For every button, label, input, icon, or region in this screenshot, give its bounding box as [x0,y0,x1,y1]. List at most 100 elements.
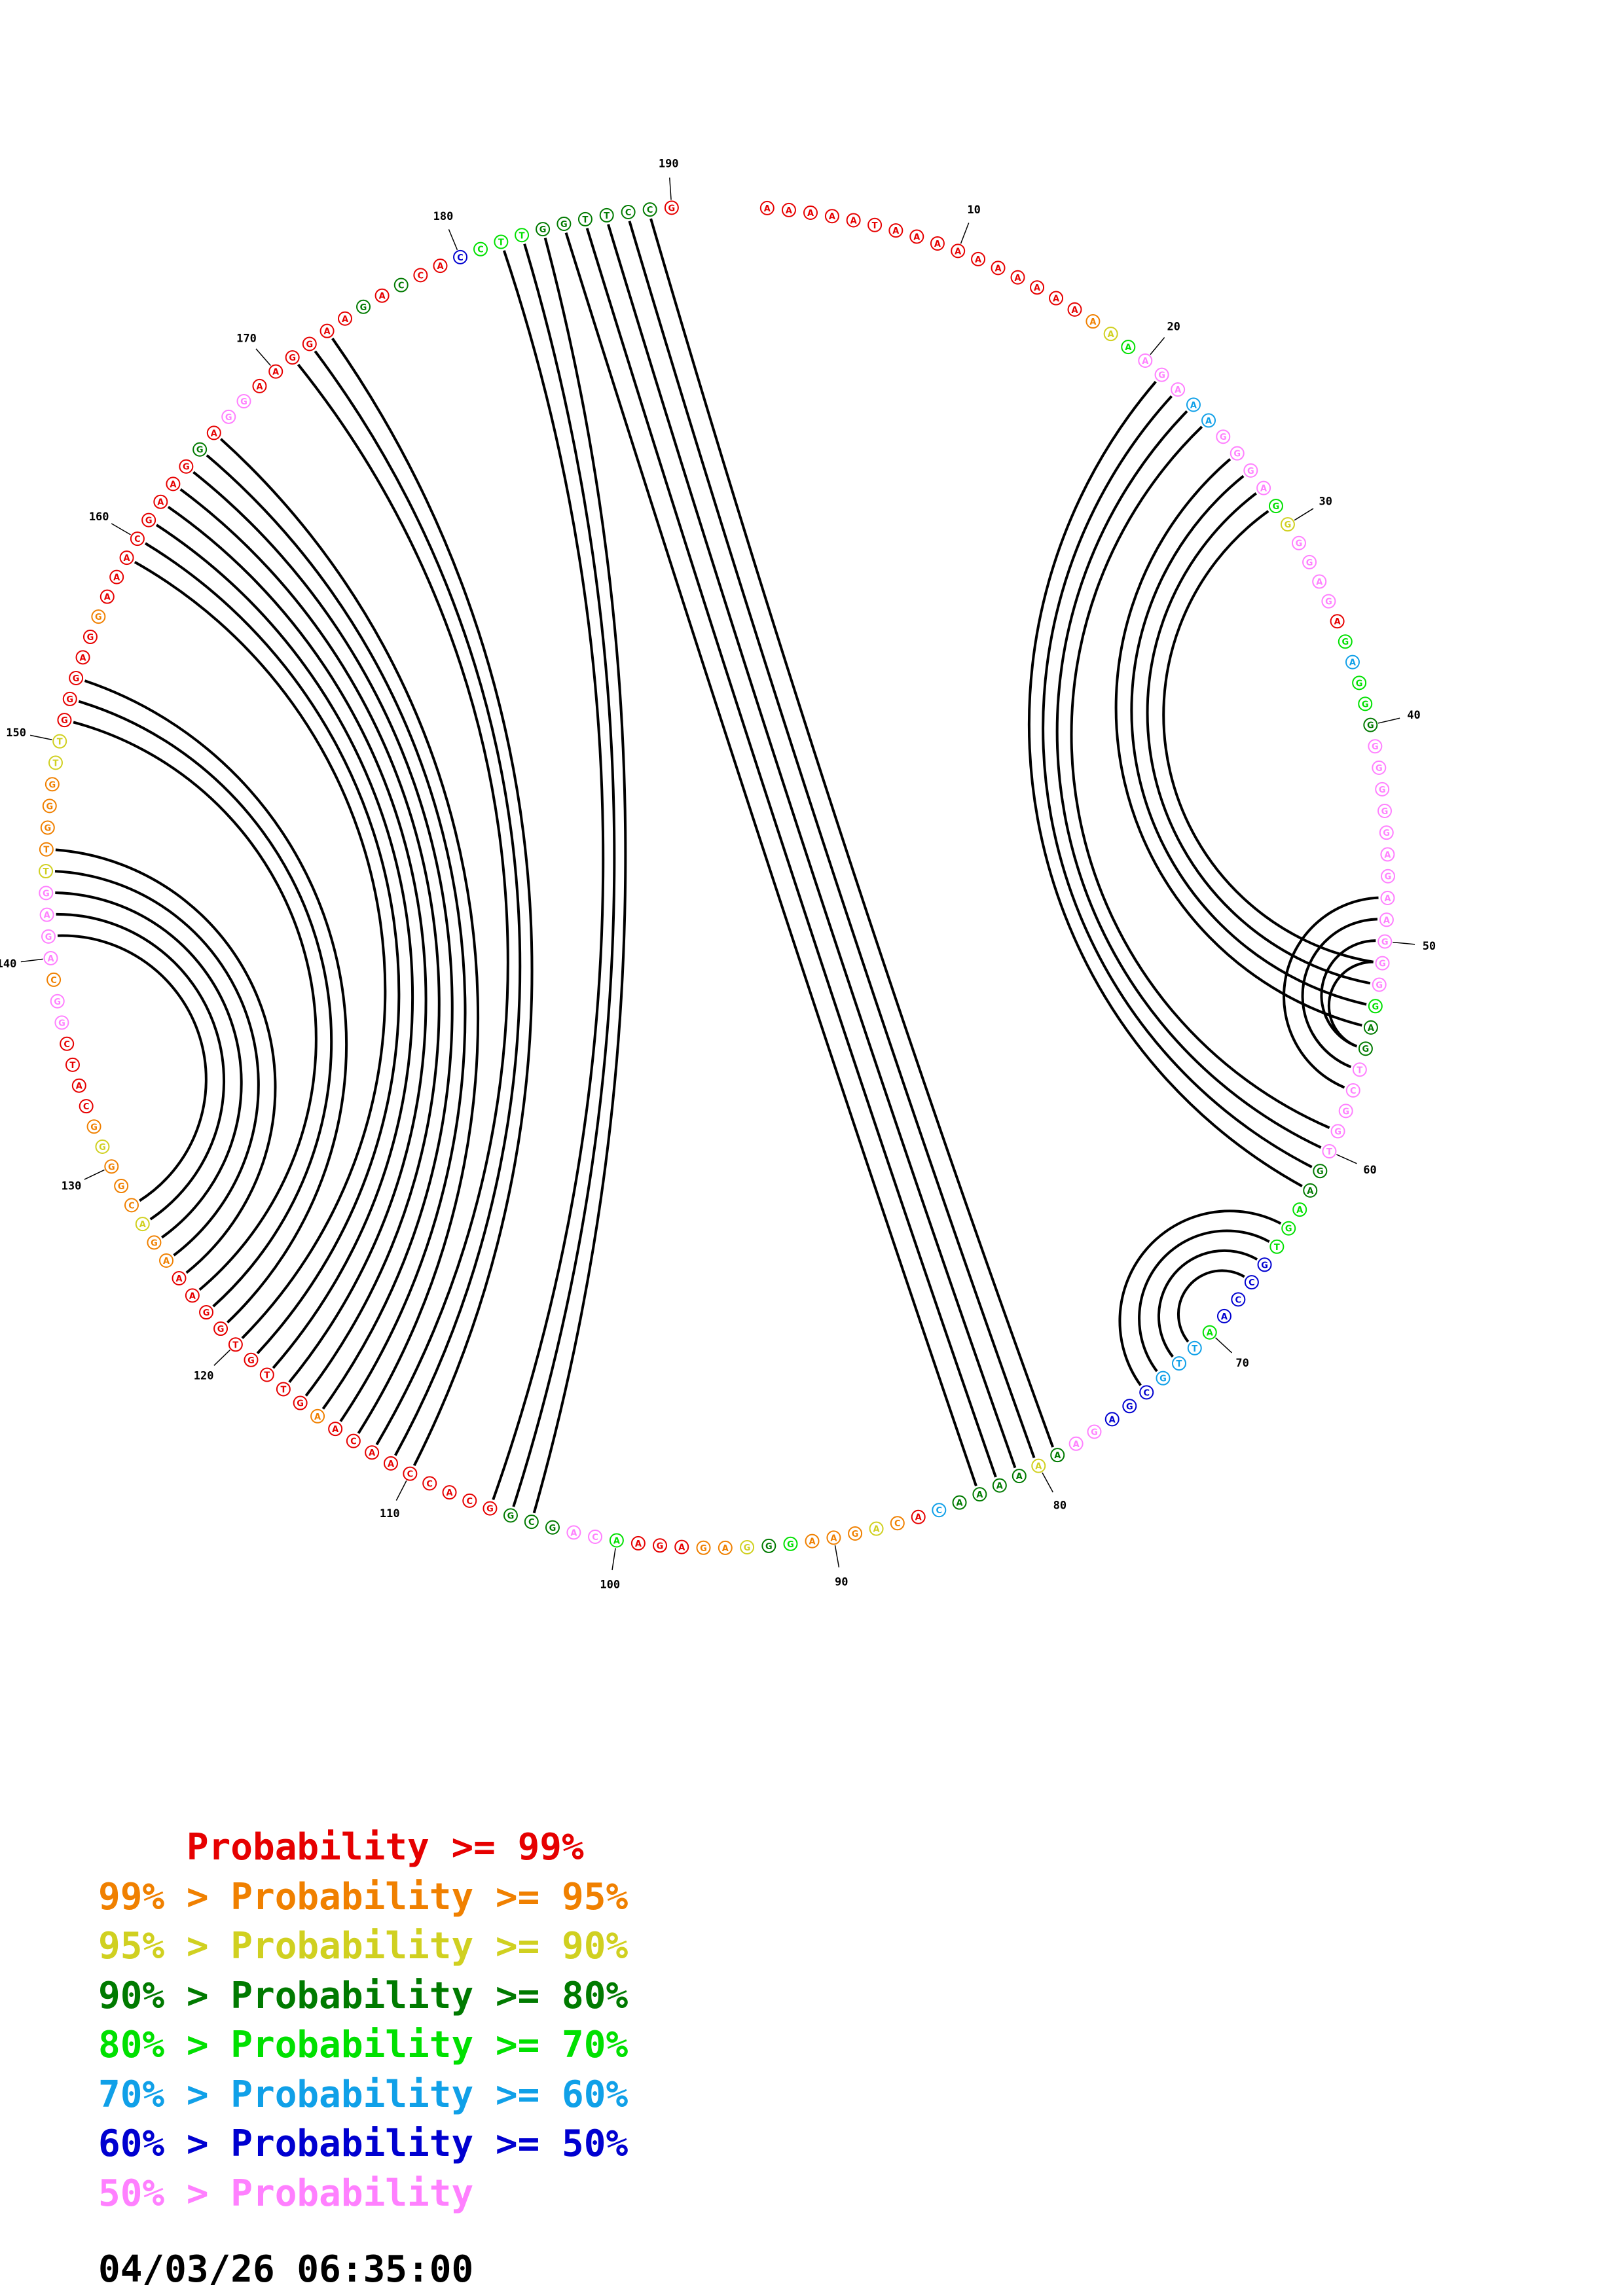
nucleotide: C [1139,1385,1154,1400]
nucleotide: A [172,1270,187,1285]
nucleotide-letter: C [592,1533,598,1543]
nucleotide: A [1104,1412,1120,1427]
nucleotide: A [135,1217,150,1232]
nucleotide: A [383,1456,398,1471]
nucleotide: G [1358,696,1373,711]
base-pair-arc [1176,1269,1245,1343]
nucleotide-circle [696,1540,711,1555]
nucleotide: A [1380,847,1395,862]
nucleotide: A [911,1509,926,1524]
nucleotide: G [1257,1257,1272,1272]
nucleotide: A [971,251,986,266]
nucleotide: A [759,200,775,215]
base-pair-arc [1118,1210,1282,1386]
nucleotide-letter: A [829,212,835,222]
nucleotide: T [39,864,54,879]
nucleotide: A [674,1539,689,1554]
nucleotide-circle [1303,1183,1318,1198]
nucleotide: A [1312,574,1327,589]
nucleotide-circle [1368,739,1383,754]
nucleotide-circle [566,1525,581,1540]
nucleotide-letter: T [53,759,59,768]
nucleotide-circle [422,1476,437,1491]
nucleotide-circle [1338,634,1353,649]
tick-line [1215,1337,1233,1354]
nucleotide-circle [1171,1356,1186,1371]
nucleotide-circle [82,630,98,645]
nucleotide-letter: C [936,1506,943,1516]
legend-entry: 99% > Probability >= 95% [98,1875,629,1918]
nucleotide: C [422,1476,437,1491]
nucleotide-letter: A [437,262,443,272]
nucleotide-circle [1085,314,1101,329]
base-pair-arc [649,218,1055,1448]
nucleotide-circle [846,213,861,228]
nucleotide-letter: A [1383,916,1390,925]
nucleotide-letter: A [892,226,899,236]
nucleotide: G [62,691,77,706]
nucleotide: T [65,1057,80,1072]
nucleotide-letter: T [582,215,588,225]
nucleotide: T [259,1367,274,1382]
nucleotide-circle [147,1235,162,1250]
nucleotide: G [1243,463,1258,478]
nucleotide-circle [674,1539,689,1554]
nucleotide-circle [319,323,335,338]
nucleotide: A [268,364,283,379]
nucleotide-letter: A [786,206,792,216]
nucleotide: G [1358,1041,1373,1056]
nucleotide-letter: C [1249,1278,1255,1288]
nucleotide: G [1363,717,1378,732]
nucleotide-letter: C [894,1519,901,1529]
nucleotide-letter: T [264,1371,270,1381]
base-pair-arc [155,524,414,1369]
nucleotide: A [909,229,924,244]
nucleotide: G [82,630,98,645]
nucleotide-circle [48,755,63,770]
nucleotide: A [1186,397,1201,412]
nucleotide: G [556,216,572,231]
nucleotide: A [109,569,124,584]
nucleotide-circle [285,350,300,365]
nucleotide-letter: G [95,613,102,622]
nucleotide: A [75,650,90,665]
nucleotide-circle [403,1466,418,1481]
nucleotide-letter: G [145,516,153,526]
nucleotide: G [1338,634,1353,649]
nucleotide: A [869,1521,884,1536]
tick-label: 50 [1423,940,1436,953]
nucleotide: A [365,1445,380,1460]
nucleotide-circle [1067,302,1082,317]
nucleotide-letter: A [342,315,348,325]
nucleotide-letter: G [1362,1045,1370,1054]
nucleotide: G [285,350,300,365]
nucleotide: A [718,1540,733,1555]
nucleotide: A [374,288,390,303]
nucleotide: G [91,609,106,624]
nucleotide-circle [630,1535,646,1551]
nucleotide-circle [192,442,208,457]
nucleotide-letter: G [560,220,568,230]
nucleotide: G [86,1119,101,1134]
nucleotide: T [1322,1144,1337,1159]
nucleotide: A [119,550,134,565]
nucleotide-letter: T [519,231,525,241]
nucleotide-circle [276,1382,291,1397]
nucleotide: T [48,755,63,770]
nucleotide: G [1302,554,1317,569]
legend-entry: Probability >= 99% [98,1826,584,1869]
nucleotide-letter: G [46,802,53,812]
nucleotide: T [1187,1340,1202,1355]
tick-line [1294,508,1314,521]
nucleotide: T [494,234,509,249]
nucleotide-letter: A [369,1448,375,1458]
nucleotide-letter: A [1384,850,1391,860]
base-pair-arc [1157,1249,1258,1358]
nucleotide: G [1122,1399,1137,1414]
nucleotide-letter: G [1158,371,1165,381]
nucleotide-circle [992,1478,1007,1493]
nucleotide-circle [166,476,181,492]
nucleotide-letter: G [1342,1107,1349,1117]
nucleotide-circle [1363,1020,1378,1035]
nucleotide: G [483,1501,498,1516]
